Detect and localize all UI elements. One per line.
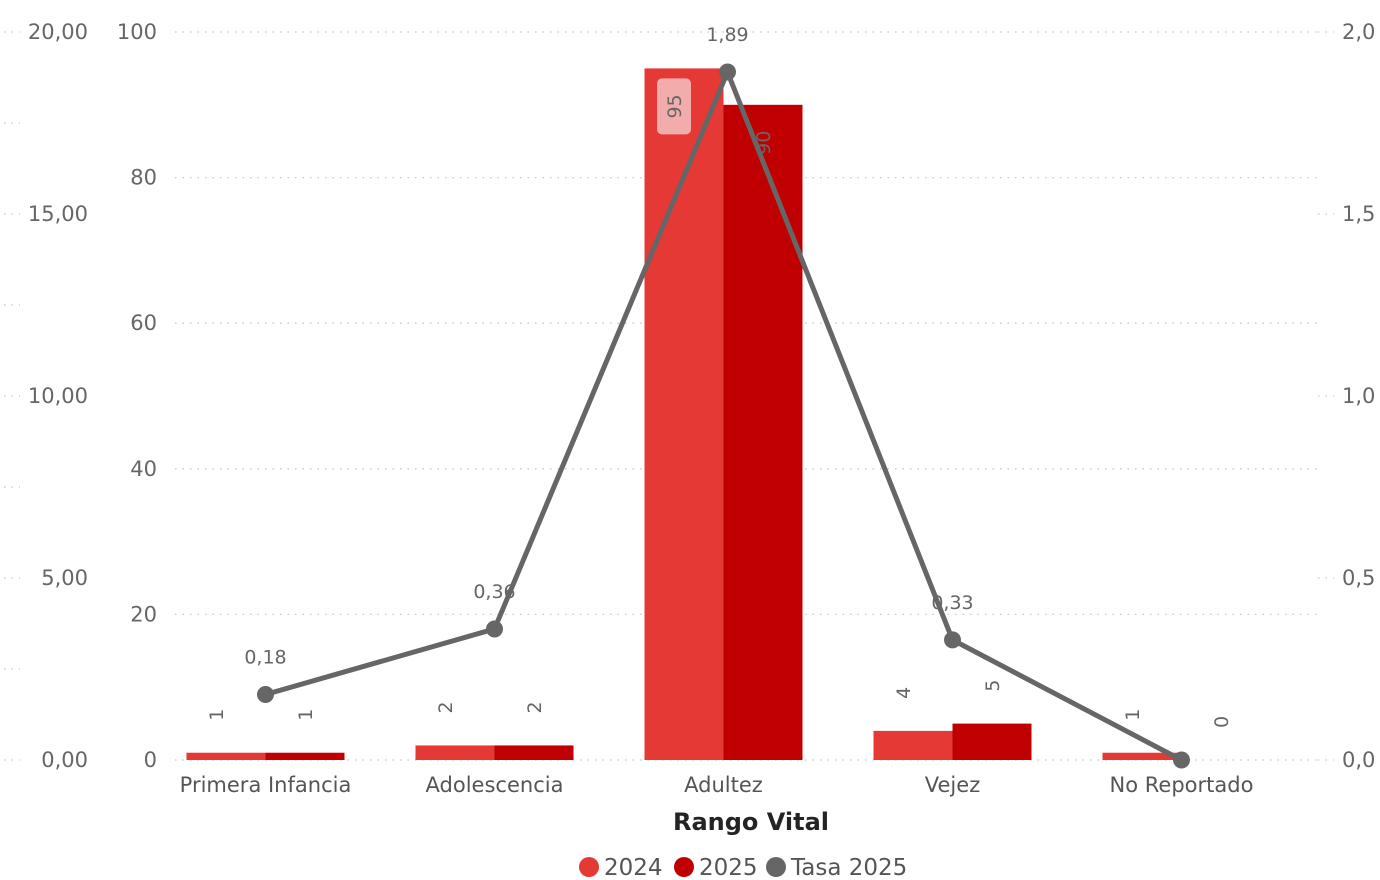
bar-label-text-2024-1: 2	[435, 701, 457, 713]
right-tick-2: 1,0	[1342, 384, 1375, 408]
category-label-0: Primera Infancia	[180, 773, 352, 797]
left-axis: 0 20 40 60 80 100	[117, 20, 157, 772]
bar-label-text-2024-0: 1	[206, 709, 228, 721]
outer-left-tick-3: 15,00	[28, 202, 88, 226]
left-tick-0: 0	[144, 748, 157, 772]
bar-label-text-2025-4: 0	[1211, 716, 1233, 728]
category-label-1: Adolescencia	[426, 773, 564, 797]
bar-2025-1	[494, 745, 574, 760]
right-axis: 0,0 0,5 1,0 1,5 2,0	[1318, 20, 1375, 772]
right-tick-3: 1,5	[1342, 202, 1375, 226]
tasa-line-layer: 0,18 0,36 1,89 0,33	[244, 24, 1190, 769]
category-labels: Primera Infancia Adolescencia Adultez Vejez…	[180, 773, 1254, 797]
legend-label-1: 2025	[699, 855, 758, 880]
bar-label-2024-2: 95	[657, 78, 691, 135]
bar-label-text-2024-4: 1	[1122, 709, 1144, 721]
tasa-point-0	[257, 685, 274, 703]
left-tick-5: 100	[117, 20, 157, 44]
bar-label-2025-3: 5	[982, 680, 1004, 692]
legend-label-0: 2024	[604, 855, 663, 880]
bar-label-2025-1: 2	[524, 701, 546, 713]
bar-2024-0	[186, 752, 266, 760]
left-tick-4: 80	[130, 166, 157, 190]
tasa-point-2	[719, 63, 736, 81]
outer-left-tick-4: 20,00	[28, 20, 88, 44]
left-tick-1: 20	[130, 602, 157, 626]
tasa-label-2: 1,89	[706, 24, 748, 46]
outer-left-tick-0: 0,00	[41, 748, 88, 772]
right-tick-4: 2,0	[1342, 20, 1375, 44]
legend-marker-1	[674, 857, 694, 877]
bar-label-2025-0: 1	[295, 709, 317, 721]
tasa-point-4	[1173, 751, 1190, 769]
outer-left-tick-1: 5,00	[41, 566, 88, 590]
left-tick-2: 40	[130, 457, 157, 481]
x-axis-title: Rango Vital	[673, 808, 829, 836]
legend-marker-2	[766, 857, 786, 877]
legend: 2024 2025 Tasa 2025	[579, 855, 907, 880]
bar-label-2024-3: 4	[893, 687, 915, 699]
bar-2024-3	[873, 730, 953, 760]
bars	[186, 68, 1182, 761]
bar-label-text-2025-0: 1	[295, 709, 317, 721]
right-tick-0: 0,0	[1342, 748, 1375, 772]
right-tick-1: 0,5	[1342, 566, 1375, 590]
bar-label-2024-1: 2	[435, 701, 457, 713]
legend-label-2: Tasa 2025	[790, 855, 907, 880]
bar-2025-3	[952, 723, 1032, 760]
bar-label-text-2025-1: 2	[524, 701, 546, 713]
bar-2024-1	[415, 745, 495, 760]
tasa-label-0: 0,18	[244, 646, 286, 668]
bar-2024-4	[1102, 752, 1182, 760]
tasa-point-1	[486, 620, 503, 638]
bar-label-2024-0: 1	[206, 709, 228, 721]
bar-label-text-2024-2: 95	[664, 94, 686, 118]
bar-2025-2	[723, 104, 803, 761]
outer-left-axis: 0,00 5,00 10,00 15,00 20,00	[4, 20, 88, 772]
tasa-label-1: 0,36	[473, 581, 515, 603]
bar-label-2024-4: 1	[1122, 709, 1144, 721]
bar-2024-2	[644, 68, 724, 760]
category-label-2: Adultez	[684, 773, 763, 797]
category-label-4: No Reportado	[1110, 773, 1254, 797]
left-tick-3: 60	[130, 311, 157, 335]
tasa-point-3	[944, 631, 961, 649]
outer-left-tick-2: 10,00	[28, 384, 88, 408]
tasa-label-3: 0,33	[931, 592, 973, 614]
bar-label-bg-2	[657, 78, 691, 135]
category-label-3: Vejez	[925, 773, 980, 797]
bar-2025-0	[265, 752, 345, 760]
bar-label-2025-4: 0	[1211, 716, 1233, 728]
legend-marker-0	[579, 857, 599, 877]
bar-label-text-2025-3: 5	[982, 680, 1004, 692]
bar-label-text-2024-3: 4	[893, 687, 915, 699]
